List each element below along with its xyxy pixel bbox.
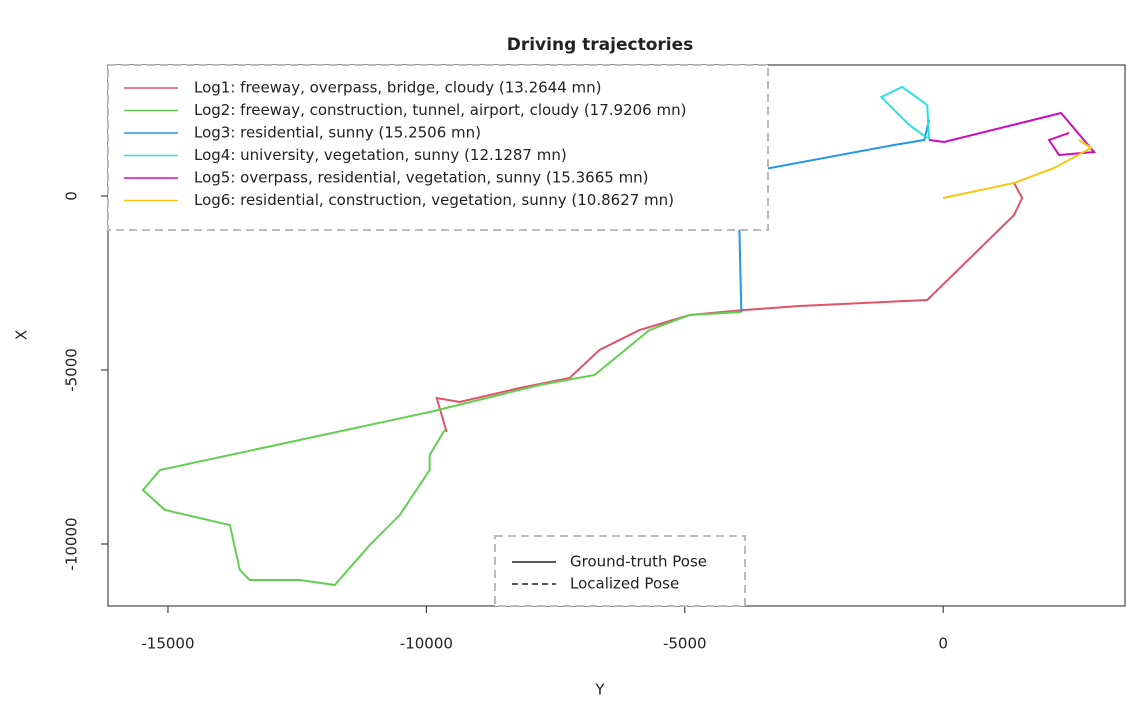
legend-label: Localized Pose	[570, 575, 679, 593]
legend-label: Log4: university, vegetation, sunny (12.…	[194, 146, 567, 164]
y-tick-label: -5000	[63, 348, 81, 392]
x-tick-label: 0	[938, 635, 948, 653]
legend-label: Log5: overpass, residential, vegetation,…	[194, 169, 649, 187]
legend-label: Log6: residential, construction, vegetat…	[194, 191, 674, 209]
legend-box	[494, 535, 746, 607]
legend-label: Log3: residential, sunny (15.2506 mn)	[194, 124, 481, 142]
chart-title: Driving trajectories	[507, 35, 694, 55]
legend-label: Log1: freeway, overpass, bridge, cloudy …	[194, 79, 601, 97]
x-axis-label: Y	[594, 681, 605, 699]
legend-label: Ground-truth Pose	[570, 553, 707, 571]
trajectory	[942, 139, 1093, 199]
x-tick-label: -10000	[400, 635, 453, 653]
y-tick-label: -10000	[63, 517, 81, 570]
legend-label: Log2: freeway, construction, tunnel, air…	[194, 101, 686, 119]
x-tick-label: -15000	[141, 635, 194, 653]
y-tick-label: 0	[63, 191, 81, 201]
legend-box	[107, 64, 769, 231]
trajectory	[435, 182, 1024, 433]
trajectory	[879, 85, 931, 141]
x-tick-label: -5000	[663, 635, 707, 653]
trajectory	[929, 111, 1097, 157]
y-axis-label: X	[13, 330, 31, 340]
trajectory	[141, 311, 742, 587]
